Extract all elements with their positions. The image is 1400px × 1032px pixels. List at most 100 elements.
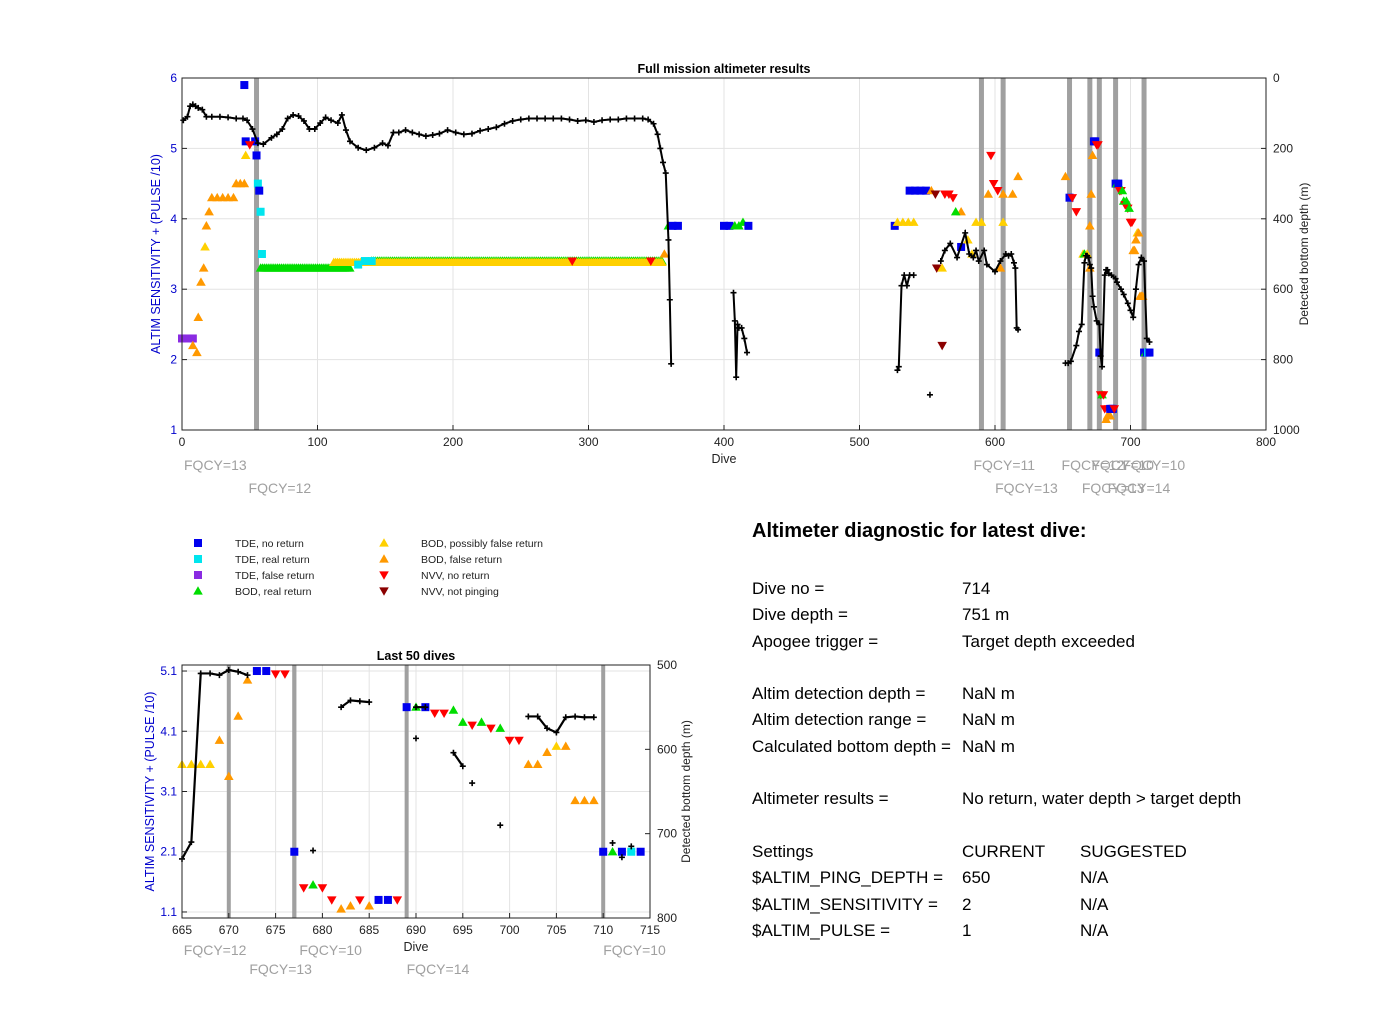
depth-point xyxy=(317,120,324,127)
depth-point xyxy=(734,321,741,328)
depth-point xyxy=(1138,254,1145,261)
altim-marker-nvv-no-return xyxy=(244,141,255,150)
altim-marker-tde-no-return xyxy=(636,847,645,856)
legend-marker xyxy=(379,571,389,580)
depth-point xyxy=(1113,279,1120,286)
altim-marker-tde-no-return xyxy=(617,847,626,856)
depth-point xyxy=(1088,265,1095,272)
depth-point xyxy=(1010,259,1017,266)
altim-marker-bod-false-return xyxy=(228,192,239,202)
dive-no-row: Dive no = 714 xyxy=(752,579,1372,605)
depth-point xyxy=(1073,342,1080,349)
altim-marker-nvv-no-return xyxy=(467,721,477,731)
altim-marker-tde-no-return xyxy=(374,895,383,904)
detection-depth-label: Altim detection depth = xyxy=(752,684,926,704)
depth-point xyxy=(997,258,1004,265)
y-left-tick-label: 3 xyxy=(170,282,177,296)
altim-marker-bod-possibly-false xyxy=(240,150,251,160)
altim-marker-bod-false-return xyxy=(224,771,234,781)
results-value: No return, water depth > target depth xyxy=(962,789,1242,809)
altim-marker-nvv-no-return xyxy=(1098,391,1109,400)
altim-marker-bod-false-return xyxy=(1105,411,1115,420)
depth-point xyxy=(363,147,370,154)
depth-point xyxy=(225,667,232,674)
depth-point xyxy=(550,115,557,122)
depth-point xyxy=(553,729,560,736)
depth-point xyxy=(485,126,492,133)
altim-marker-nvv-not-pinging xyxy=(931,264,942,273)
ping-depth-suggested: N/A xyxy=(1080,868,1109,888)
depth-point xyxy=(416,131,423,138)
altim-marker-nvv-no-return xyxy=(317,884,328,893)
y-left-tick-label: 2.1 xyxy=(160,845,177,859)
fqcy-label: FQCY=14 xyxy=(407,961,470,977)
x-tick-label: 670 xyxy=(219,923,239,937)
depth-point xyxy=(665,236,672,243)
legend-label: NVV, not pinging xyxy=(421,586,499,598)
fqcy-label: FQCY=10 xyxy=(603,942,666,958)
depth-point xyxy=(898,282,905,289)
depth-point xyxy=(459,763,466,770)
x-tick-label: 300 xyxy=(578,435,598,449)
depth-point xyxy=(254,140,261,147)
y-right-tick-label: 1000 xyxy=(1273,423,1300,437)
depth-trace xyxy=(340,699,370,709)
fqcy-label: FQCY=12 xyxy=(1062,457,1125,473)
altim-marker-bod-false-return xyxy=(1013,171,1023,181)
depth-point xyxy=(216,672,223,679)
x-tick-label: 800 xyxy=(1256,435,1276,449)
depth-point xyxy=(450,749,457,756)
altim-marker-tde-no-return xyxy=(290,847,299,856)
depth-point xyxy=(666,296,673,303)
bottom-depth-label: Calculated bottom depth = xyxy=(752,736,951,756)
depth-point xyxy=(395,129,402,136)
depth-point xyxy=(279,126,286,133)
depth-point xyxy=(347,138,354,145)
altim-marker-bod-possibly-false xyxy=(998,217,1008,226)
fqcy-label: FQCY=13 xyxy=(249,961,312,977)
altim-marker-bod-real-return xyxy=(1121,196,1132,205)
altim-marker-nvv-no-return xyxy=(355,896,365,905)
fqcy-label: FQCY=12 xyxy=(249,480,312,496)
x-tick-label: 690 xyxy=(406,923,426,937)
depth-point xyxy=(1132,286,1139,293)
depth-point xyxy=(947,240,954,247)
depth-point xyxy=(744,349,751,356)
current-header: CURRENT xyxy=(962,841,1046,861)
altim-marker-bod-false-return xyxy=(983,189,994,198)
apogee-label: Apogee trigger = xyxy=(752,631,879,651)
altim-marker-nvv-not-pinging xyxy=(937,341,947,351)
depth-point xyxy=(203,113,210,120)
chart-full-mission: 0 100 200 300 400 500 600 700 800 1 2 3 4 5 6 0 200 400 60… xyxy=(149,62,1311,496)
depth-point xyxy=(310,847,317,854)
legend-label: BOD, false return xyxy=(421,554,502,566)
x-tick-label: 675 xyxy=(266,923,286,937)
altim-marker-tde-no-return xyxy=(921,186,930,195)
depth-point xyxy=(342,127,349,134)
band-marker xyxy=(657,257,667,267)
depth-point xyxy=(731,317,738,324)
altim-marker-bod-false-return xyxy=(998,189,1008,198)
altim-marker-tde-no-return xyxy=(905,186,914,195)
depth-point xyxy=(1097,353,1104,360)
altim-marker-tde-no-return xyxy=(1145,348,1154,357)
altim-marker-tde-no-return xyxy=(262,667,271,676)
depth-point xyxy=(1146,339,1153,345)
depth-point xyxy=(618,854,625,861)
altim-marker-nvv-no-return xyxy=(1067,194,1078,203)
depth-point xyxy=(379,140,386,147)
depth-point xyxy=(1120,291,1127,298)
depth-point xyxy=(544,725,551,732)
y-right-tick-label: 500 xyxy=(657,658,677,672)
altim-marker-bod-possibly-false xyxy=(195,759,206,768)
x-tick-label: 700 xyxy=(500,923,520,937)
depth-point xyxy=(1093,317,1100,324)
chart-title: Full mission altimeter results xyxy=(638,62,811,76)
depth-point xyxy=(733,374,740,381)
ping-depth-label: $ALTIM_PING_DEPTH = xyxy=(752,868,943,888)
depth-point xyxy=(590,119,597,125)
dive-no-label: Dive no = xyxy=(752,579,825,598)
depth-point xyxy=(216,113,223,120)
legend-label: TDE, no return xyxy=(235,538,304,550)
altim-marker-nvv-no-return xyxy=(504,736,515,746)
